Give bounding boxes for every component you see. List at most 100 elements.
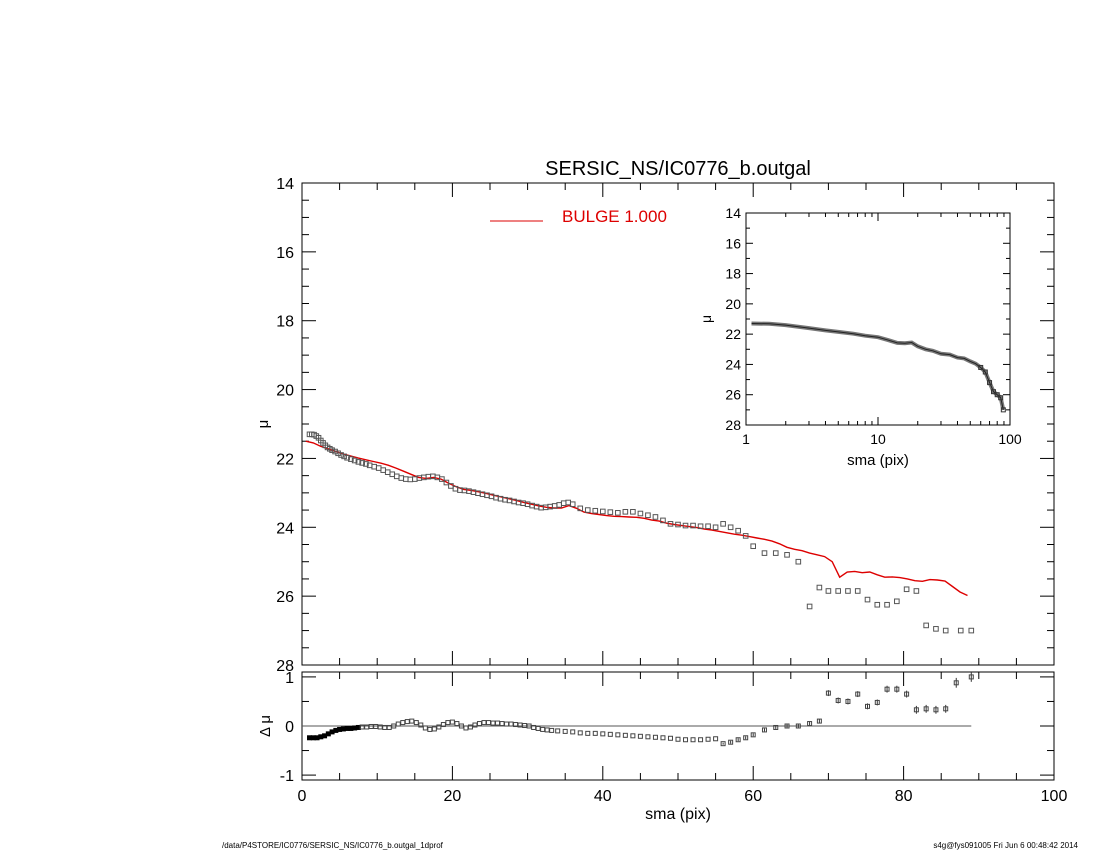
residual-point [513,722,519,728]
residual-point [504,721,510,727]
residual-point [467,724,473,730]
data-point [652,514,659,520]
residual-point [386,724,392,730]
residual-axes: 10-10 20 40 60 80 100 [280,670,1068,805]
y-tick-label: 28 [276,658,294,675]
residual-point [865,703,871,709]
data-point [923,622,929,629]
data-point [854,588,861,594]
residual-point [436,724,442,730]
residual-point [690,737,696,743]
residual-point [615,732,621,738]
residual-point [485,720,491,726]
data-point [600,508,606,515]
data-point [355,459,362,465]
data-point [825,588,832,594]
residual-point [637,733,643,739]
residual-point [784,723,790,729]
residual-point [531,724,537,730]
residual-point [894,686,900,692]
inset-y-axis-label: μ [698,315,714,323]
y-tick-label: 22 [276,451,294,468]
residual-point [855,691,861,697]
residual-point [600,731,606,737]
residual-point [368,723,374,729]
y-tick-label: 16 [276,245,294,262]
y-tick-label: 14 [276,176,294,193]
data-point [705,523,711,530]
residual-point [884,686,890,692]
residual-point [835,697,841,703]
data-point [884,601,890,608]
data-point [335,450,341,457]
data-point [772,550,779,556]
inset-y-tick-label: 20 [725,296,741,312]
data-point [348,456,354,462]
x-tick-label: 0 [298,788,307,805]
main-panel: SERSIC_NS/IC0776_b.outgal μ 14 16 18 20 22 24… [255,158,1055,675]
residual-point [845,698,851,704]
x-tick-label: 80 [895,788,913,805]
data-point [592,507,599,514]
inset-data-point [978,364,984,370]
data-point [845,588,851,594]
residual-point [825,690,831,696]
data-point [329,447,335,453]
residual-point [373,723,379,729]
residual-point [683,737,689,743]
residual-point [445,720,451,726]
residual-point [382,724,388,730]
residual-point [404,719,410,725]
residual-point [490,720,496,726]
inset-data-point [982,369,988,375]
inset-panel: μ sma (pix) 14 16 18 20 22 24 26 281 10 100 [698,205,1022,469]
residual-point [555,728,561,734]
residual-point [454,721,460,727]
residual-point [874,699,880,705]
residual-y-axis-label: Δ μ [257,715,274,737]
data-point [957,627,964,634]
data-point [690,522,696,529]
residual-point [585,730,591,736]
residual-point [773,724,779,730]
residual-point [607,731,613,737]
data-point [727,524,734,531]
data-point [697,523,704,530]
data-point [359,460,365,466]
data-point [569,501,576,508]
inset-data-points [751,321,1006,413]
residual-point [943,706,949,712]
data-point [351,457,358,464]
inset-y-tick-label: 28 [725,417,741,433]
residual-point [660,735,666,741]
y-tick-label: 18 [276,314,294,331]
residual-point [807,721,813,727]
inset-x-tick-label: 1 [742,431,750,447]
inset-x-tick-label: 100 [998,431,1022,447]
residual-point [364,724,370,730]
inset-data-point [987,380,993,386]
residual-y-tick-label: 1 [285,670,294,687]
residual-point [816,718,822,724]
residual-point [904,691,910,697]
residual-point [570,729,576,735]
residual-point [481,720,487,726]
data-point [712,524,719,531]
residual-point [577,730,583,736]
data-point [742,533,749,539]
inset-profile-line [751,323,1004,411]
residual-point [522,723,528,729]
residual-point [705,736,711,742]
data-point [968,627,975,634]
residual-point [953,680,959,686]
residual-point [495,720,501,726]
data-point [577,505,584,512]
residual-point [535,725,541,731]
residual-point [630,733,636,739]
residual-point [440,722,446,728]
data-points [306,431,975,634]
residual-point [698,737,704,743]
data-point [761,550,768,556]
y-tick-label: 26 [276,589,294,606]
